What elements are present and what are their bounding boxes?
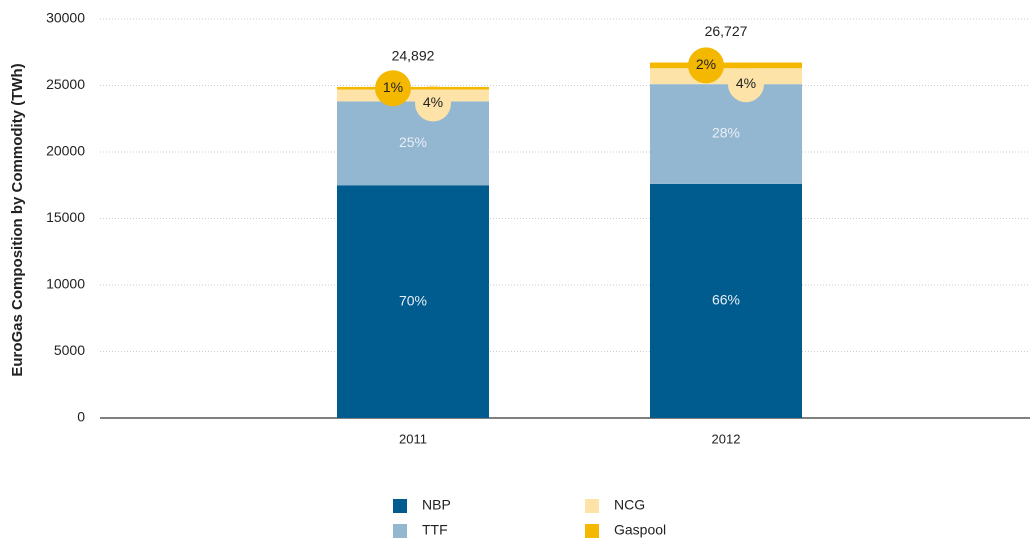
y-axis-label: EuroGas Composition by Commodity (TWh) xyxy=(9,63,26,376)
y-tick-label: 20000 xyxy=(46,143,85,159)
y-tick-label: 30000 xyxy=(46,10,85,26)
data-label: 1% xyxy=(383,79,403,95)
data-label: 2% xyxy=(696,56,716,72)
y-tick-label: 15000 xyxy=(46,209,85,225)
label-bubble xyxy=(415,85,451,122)
bar-segment xyxy=(337,101,489,186)
bar-segment xyxy=(337,86,489,90)
data-label: 4% xyxy=(736,75,756,91)
legend-swatch xyxy=(393,524,407,538)
y-tick-label: 5000 xyxy=(54,342,85,358)
legend-label: NCG xyxy=(614,497,645,513)
legend-swatch xyxy=(585,524,599,538)
bar-segment xyxy=(650,62,802,69)
data-label: 4% xyxy=(423,94,443,110)
legend-swatch xyxy=(585,499,599,513)
label-bubble xyxy=(728,66,764,103)
y-tick-label: 0 xyxy=(77,409,85,425)
y-tick-label: 10000 xyxy=(46,276,85,292)
bar-segment xyxy=(337,89,489,102)
data-label: 28% xyxy=(712,125,740,141)
data-label: 25% xyxy=(399,134,427,150)
label-bubble xyxy=(375,70,411,107)
data-label: 70% xyxy=(399,292,427,308)
legend-label: Gaspool xyxy=(614,522,666,538)
legend-swatch xyxy=(393,499,407,513)
bar-segment xyxy=(650,84,802,184)
total-label: 26,727 xyxy=(705,23,748,39)
x-tick-label: 2011 xyxy=(399,431,427,446)
total-label: 24,892 xyxy=(392,48,435,64)
legend-label: NBP xyxy=(422,497,451,513)
bar-segment xyxy=(650,183,802,418)
bar-segment xyxy=(650,68,802,85)
y-tick-label: 25000 xyxy=(46,76,85,92)
bar-segment xyxy=(337,185,489,418)
data-label: 66% xyxy=(712,292,740,308)
x-tick-label: 2012 xyxy=(712,431,741,446)
label-bubble xyxy=(688,47,724,84)
legend-label: TTF xyxy=(422,522,448,538)
